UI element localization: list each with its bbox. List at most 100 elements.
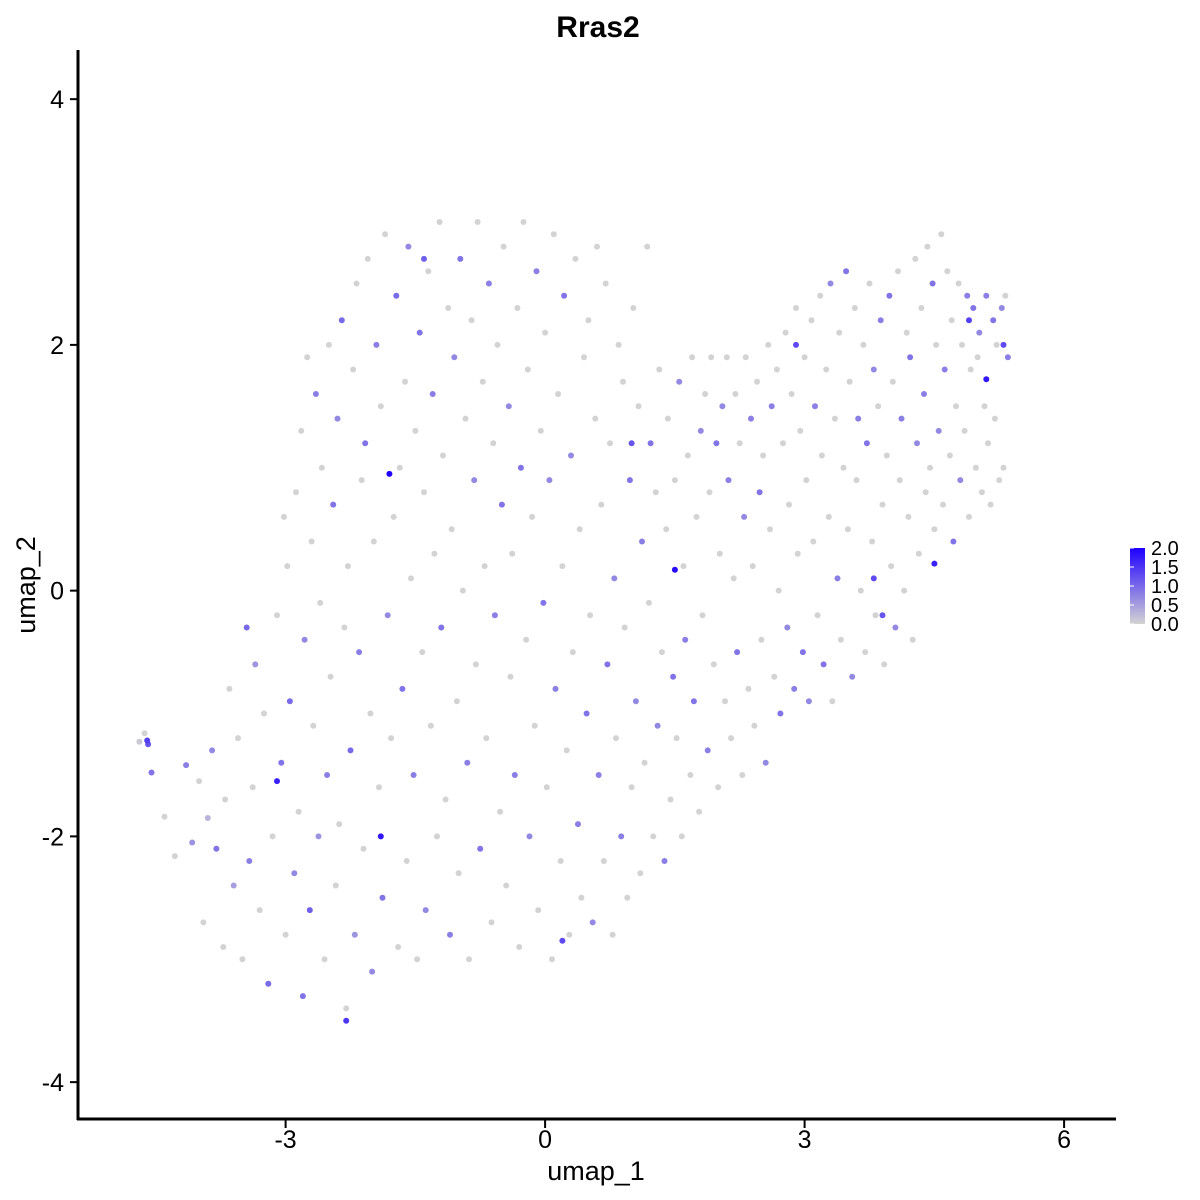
cell-point [549,956,555,963]
cell-point [765,341,772,348]
cell-point [938,231,945,238]
cell-point [875,403,882,410]
cell-point [730,575,737,582]
cell-point [817,292,824,299]
cell-point [950,538,957,545]
cell-point [312,391,319,397]
cell-point [557,858,564,864]
cell-point [183,762,190,769]
cell-point [261,710,267,717]
cell-point [991,415,998,422]
cell-point [915,550,922,557]
cell-point [734,649,741,656]
cell-point [222,796,229,803]
cell-point [639,538,645,545]
cell-point [431,550,438,557]
cell-point [344,563,351,570]
cell-point [860,341,867,348]
y-tick-label: 0 [50,578,64,606]
cell-point [377,833,384,840]
cell-point [663,526,670,533]
cell-point [972,464,979,471]
cell-point [347,747,354,754]
cell-point [970,305,977,311]
cell-point [715,784,722,791]
cell-point [953,403,959,410]
cell-point [751,722,758,729]
cell-point [425,268,432,275]
cell-point [799,649,806,656]
cell-point [332,882,339,889]
cell-point [445,305,452,311]
cell-point [791,685,798,692]
cell-point [801,354,808,361]
cell-point [699,612,706,619]
cell-point [516,944,523,950]
legend-label: 0.0 [1151,614,1179,636]
cell-point [656,366,663,373]
cell-point [278,759,285,766]
cell-point [453,698,460,705]
cell-point [327,673,334,680]
cell-point [485,280,492,287]
legend-labels: 2.01.51.00.50.0 [1130,538,1179,636]
cell-point [959,341,965,348]
cell-point [788,391,795,397]
cell-point [438,624,445,631]
cell-point [559,937,566,944]
cell-point [857,587,864,594]
cell-point [379,894,386,901]
cell-point [1004,354,1011,361]
cell-point [581,354,587,361]
cell-point [274,612,280,619]
cell-point [282,931,289,938]
cell-point [748,415,754,422]
cell-point [870,366,877,373]
cell-point [587,612,594,619]
cell-point [987,501,994,508]
cell-point [664,415,671,422]
cell-point [881,661,888,668]
cell-point [353,280,360,287]
cell-point [396,464,403,471]
cell-point [161,813,168,820]
cell-point [369,968,376,975]
legend-label: 0.5 [1151,595,1179,617]
cell-point [310,722,317,729]
cell-point [628,784,635,791]
cell-point [376,784,382,791]
cell-point [403,858,410,864]
cell-point [434,833,440,840]
cell-point [829,698,836,705]
cell-point [635,403,642,410]
legend-label: 2.0 [1151,538,1179,560]
cell-point [931,526,938,533]
cell-point [1000,341,1007,348]
cell-point [886,292,893,299]
cell-point [436,219,443,225]
legend-label: 1.0 [1151,576,1179,598]
cell-point [981,403,988,410]
cell-point [399,685,406,692]
cell-point [613,735,619,742]
cell-point [341,624,348,631]
cell-point [840,464,847,471]
cell-point [563,747,570,754]
cell-point [384,612,391,619]
cell-point [511,772,518,778]
cell-point [722,698,728,705]
cell-point [477,845,484,852]
cell-point [330,501,337,508]
y-tick-label: -2 [42,823,64,851]
cell-point [421,255,427,262]
x-tick-label: 3 [798,1126,812,1154]
cell-point [866,280,873,287]
cell-point [362,440,369,447]
cell-point [654,722,661,729]
cell-point [457,255,464,262]
cell-point [520,219,527,225]
cell-point [566,931,573,938]
cell-point [410,772,417,778]
cell-point [793,305,799,311]
cell-point [598,501,605,508]
